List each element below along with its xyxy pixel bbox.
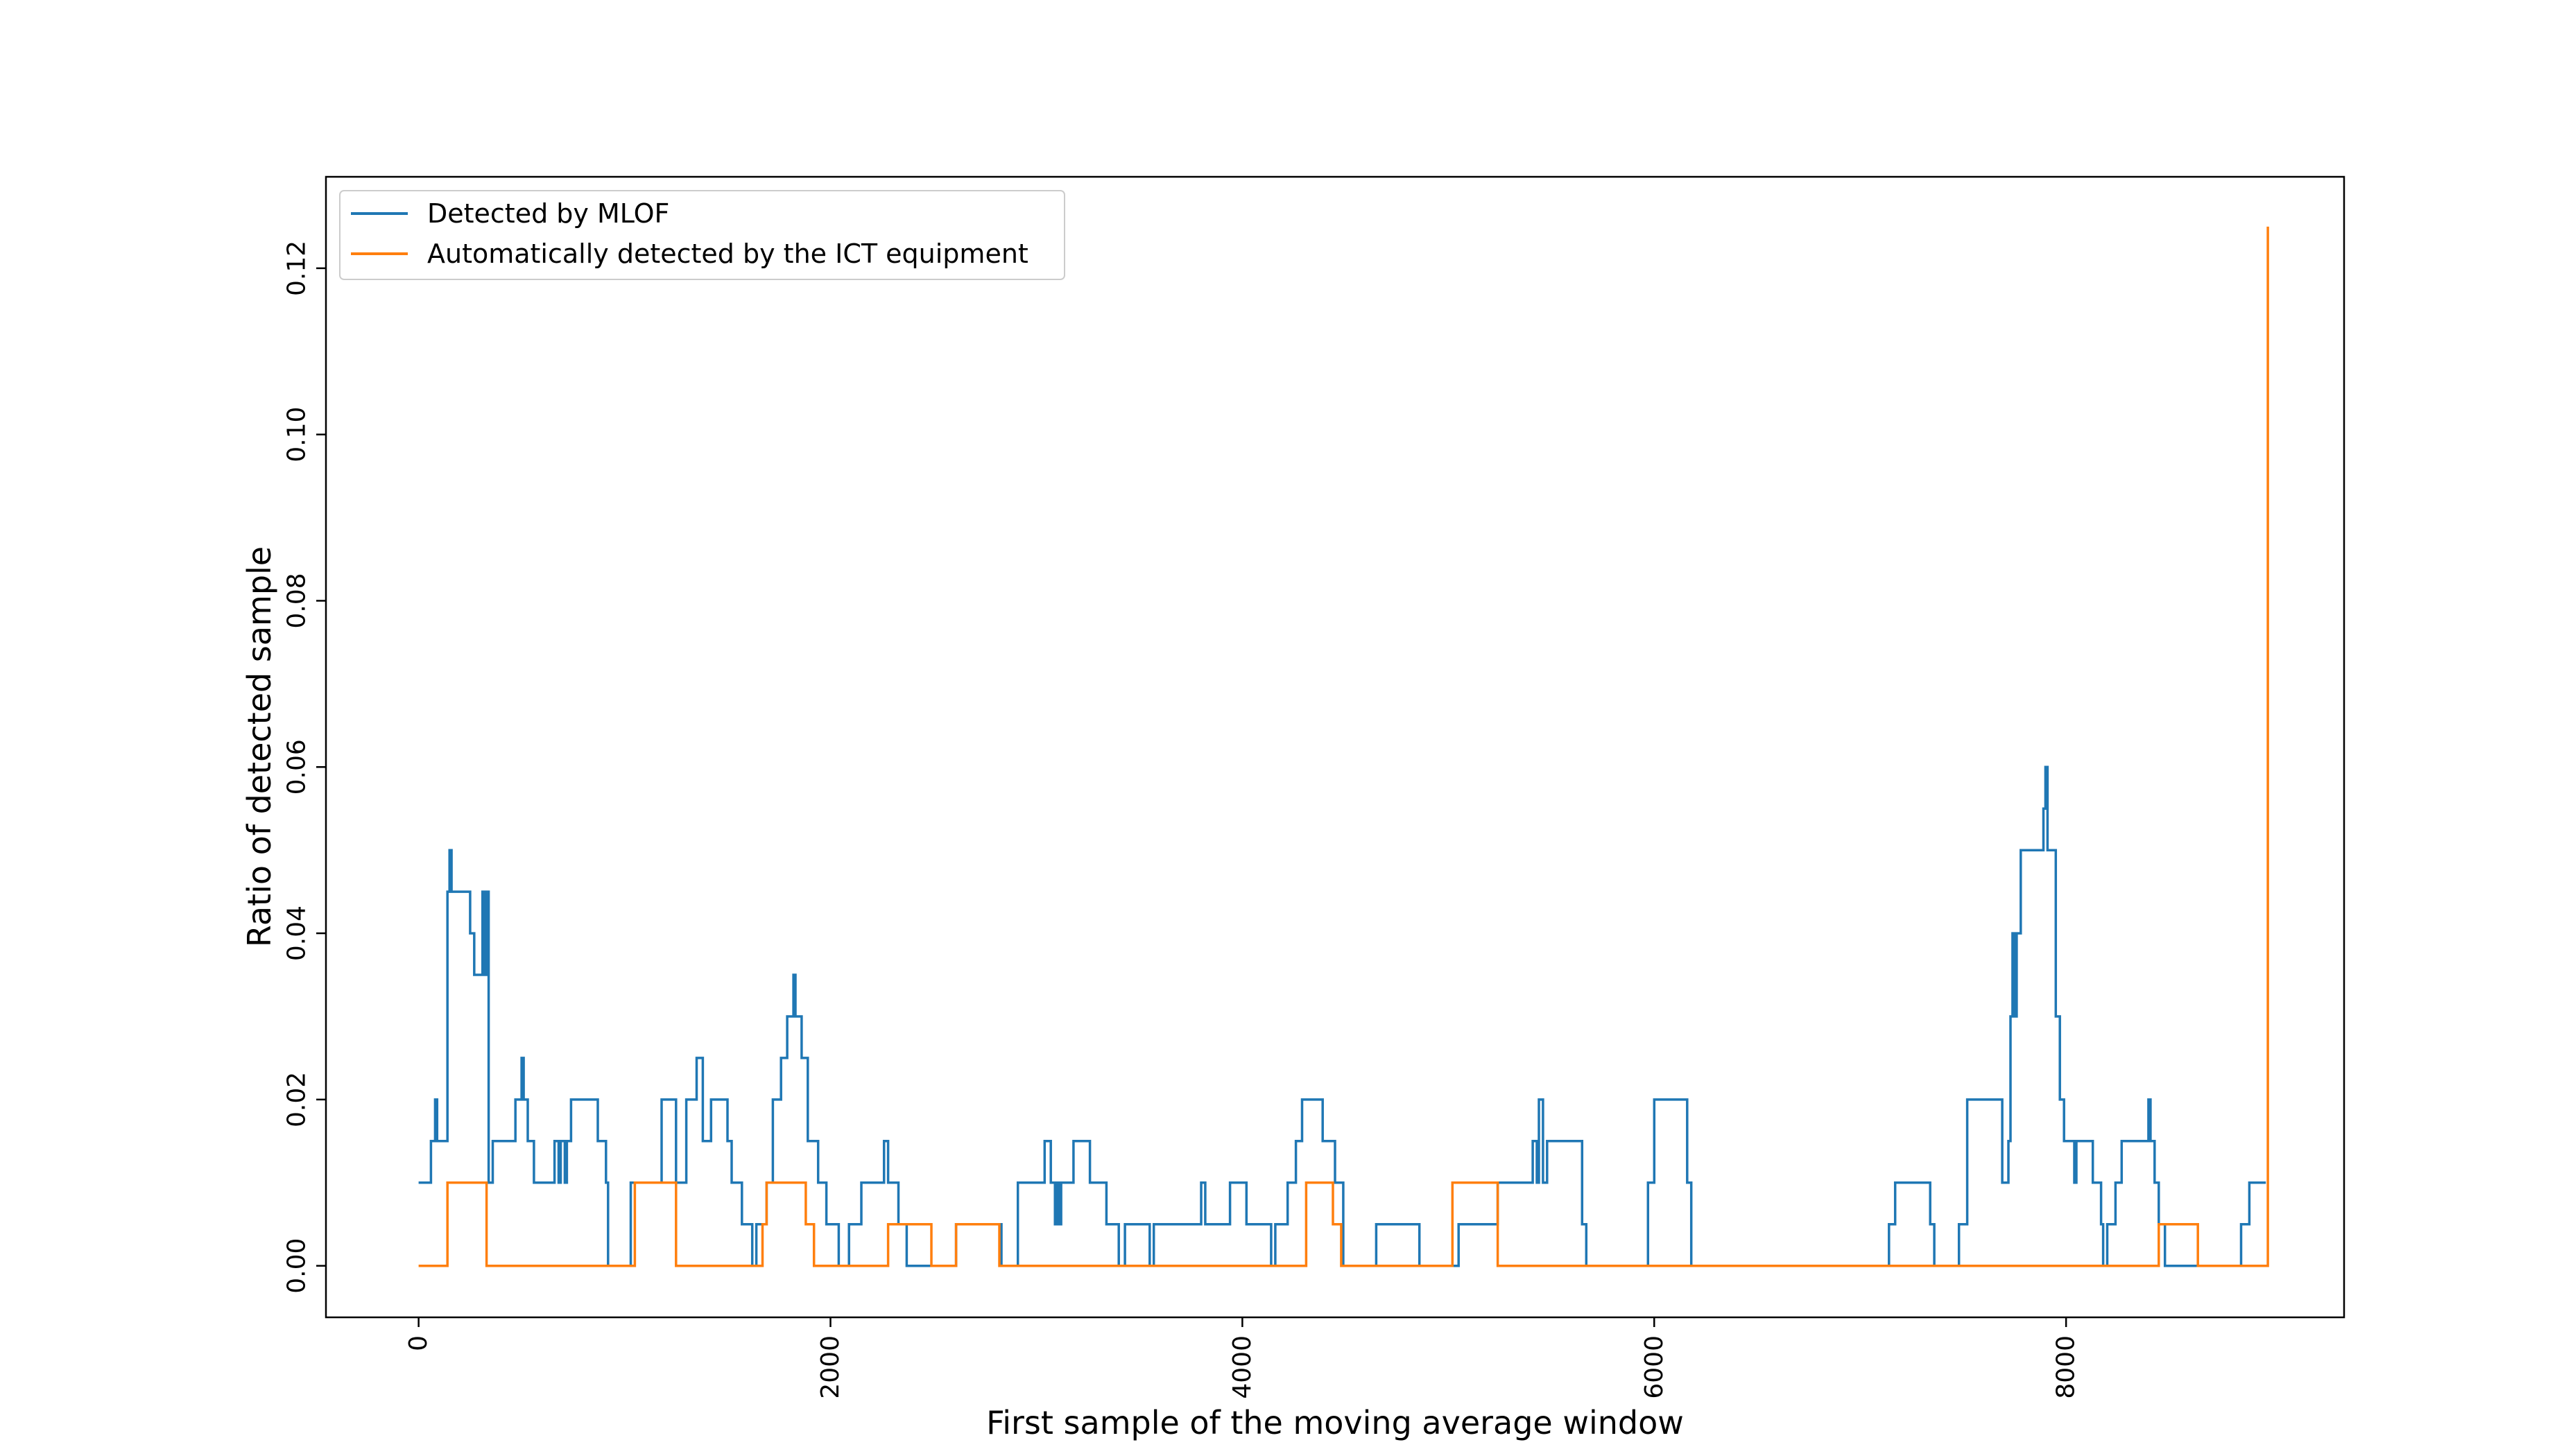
series-line-1: [418, 226, 2269, 1267]
legend: Detected by MLOF Automatically detected …: [339, 190, 1065, 280]
x-tick-label: 2000: [816, 1335, 845, 1399]
x-tick-label: 8000: [2052, 1335, 2081, 1399]
y-axis-label: Ratio of detected sample: [241, 546, 278, 947]
y-axis: 0.00 0.02 0.04 0.06 0.08 0.10 0.12: [283, 241, 326, 1294]
y-tick-label: 0.02: [283, 1072, 311, 1127]
legend-entry-mlof: Detected by MLOF: [427, 198, 669, 229]
plot-frame: [325, 175, 2345, 1319]
y-tick-label: 0.12: [283, 241, 311, 296]
y-tick-label: 0.08: [283, 573, 311, 628]
series-line-0: [418, 765, 2266, 1267]
legend-entry-ict: Automatically detected by the ICT equipm…: [427, 239, 1028, 269]
y-tick-label: 0.00: [283, 1238, 311, 1294]
y-tick-label: 0.06: [283, 739, 311, 795]
y-tick-label: 0.10: [283, 407, 311, 462]
series-layer: [418, 226, 2269, 1267]
x-axis: 0 2000 4000 6000 8000: [404, 1317, 2081, 1399]
x-tick-label: 6000: [1640, 1335, 1669, 1399]
y-tick-label: 0.04: [283, 905, 311, 961]
x-tick-label: 0: [404, 1335, 433, 1351]
legend-frame: [339, 190, 1065, 280]
x-tick-label: 4000: [1228, 1335, 1257, 1399]
x-axis-label: First sample of the moving average windo…: [986, 1404, 1684, 1441]
